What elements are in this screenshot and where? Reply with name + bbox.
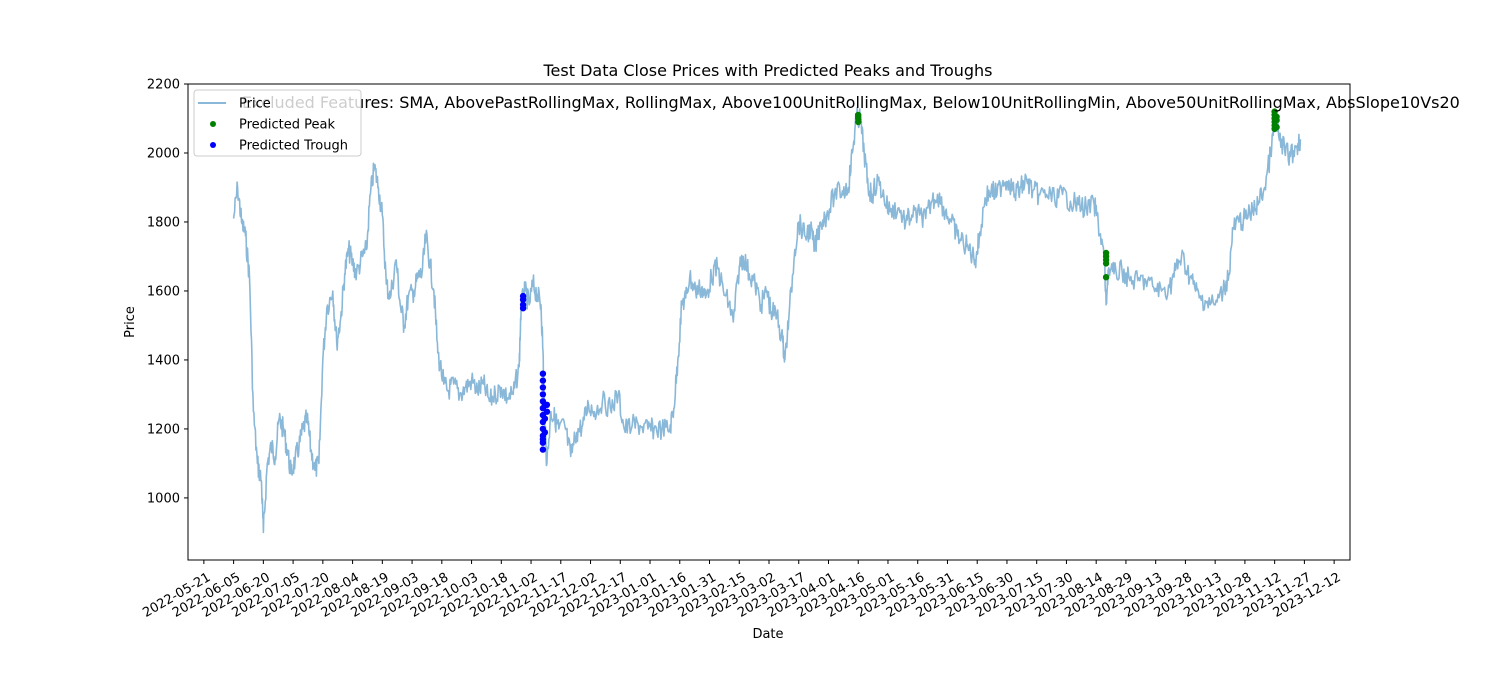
predicted-trough-marker bbox=[543, 401, 551, 408]
price-series-line bbox=[232, 106, 1302, 534]
y-tick-label: 1000 bbox=[147, 491, 180, 506]
legend-label-predicted-peak: Predicted Peak bbox=[239, 118, 335, 133]
predicted-peak-marker bbox=[1271, 108, 1278, 115]
predicted-peak-marker bbox=[1102, 274, 1110, 281]
y-tick-label: 1800 bbox=[147, 215, 180, 230]
legend-label-predicted-trough: Predicted Trough bbox=[239, 139, 348, 154]
y-tick-label: 1600 bbox=[147, 284, 180, 299]
predicted-trough-marker bbox=[541, 415, 549, 422]
predicted-peak-marker bbox=[1273, 113, 1280, 121]
predicted-trough-marker bbox=[541, 429, 549, 436]
y-tick-label: 1400 bbox=[147, 353, 180, 368]
predicted-trough-marker bbox=[519, 292, 527, 300]
predicted-trough-marker bbox=[539, 384, 547, 391]
price-line-group bbox=[232, 106, 1302, 534]
axes: 10001200140016001800200022002022-05-2120… bbox=[140, 78, 1343, 621]
legend-swatch-predicted-peak bbox=[210, 121, 216, 127]
predicted-trough-marker bbox=[519, 301, 527, 308]
predicted-peak-marker bbox=[855, 111, 862, 119]
y-axis-label: Price bbox=[123, 306, 138, 338]
legend-label-price: Price bbox=[239, 97, 271, 112]
y-tick-label: 2200 bbox=[147, 78, 180, 93]
predicted-trough-marker bbox=[539, 377, 547, 384]
legend: Price Predicted Peak Predicted Trough bbox=[193, 89, 362, 157]
legend-swatch-predicted-trough bbox=[210, 142, 216, 148]
y-tick-label: 2000 bbox=[147, 146, 180, 161]
predicted-trough-marker bbox=[539, 446, 547, 453]
predicted-trough-marker bbox=[539, 370, 547, 377]
legend-box bbox=[193, 89, 362, 157]
x-axis-label: Date bbox=[752, 627, 783, 642]
plot-area bbox=[187, 83, 1351, 561]
marker-group bbox=[519, 108, 1280, 453]
predicted-trough-marker bbox=[543, 408, 551, 415]
predicted-peak-marker bbox=[1273, 123, 1280, 131]
y-tick-label: 1200 bbox=[147, 422, 180, 437]
chart-title: Test Data Close Prices with Predicted Pe… bbox=[542, 61, 992, 80]
predicted-trough-marker bbox=[539, 391, 547, 398]
excluded-features-annotation: Excluded Features: SMA, AbovePastRolling… bbox=[242, 93, 1460, 112]
predicted-peak-marker bbox=[1102, 249, 1110, 257]
